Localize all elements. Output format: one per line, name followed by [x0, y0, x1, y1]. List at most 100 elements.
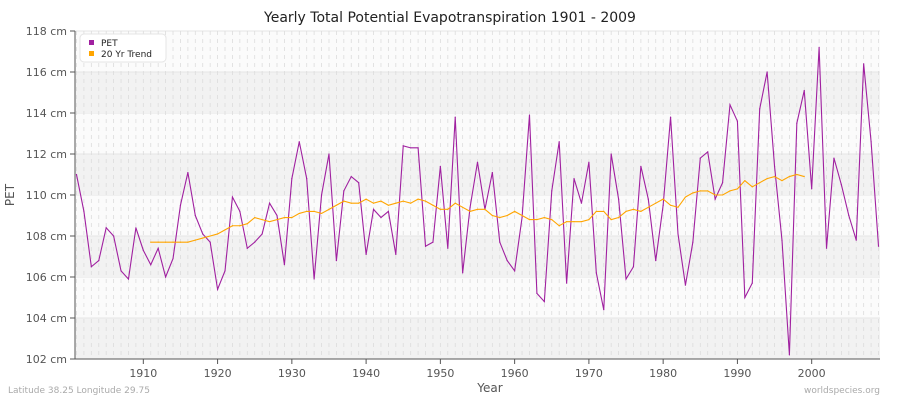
- y-tick-label: 112 cm: [26, 148, 67, 161]
- pet-point: [216, 288, 219, 290]
- trend-point: [684, 196, 687, 198]
- trend-point: [179, 241, 182, 243]
- pet-point: [98, 260, 100, 262]
- pet-point: [796, 122, 798, 124]
- trend-point: [469, 210, 471, 212]
- trend-point: [424, 200, 427, 202]
- pet-point: [528, 114, 531, 116]
- trend-point: [150, 241, 152, 243]
- trend-point: [194, 239, 196, 241]
- trend-point: [803, 175, 805, 178]
- legend-label-trend: 20 Yr Trend: [101, 50, 152, 60]
- trend-point: [536, 219, 538, 221]
- x-tick-label: 1920: [204, 367, 232, 380]
- pet-point: [454, 116, 456, 118]
- pet-point: [372, 208, 375, 210]
- pet-point: [833, 157, 835, 159]
- trend-point: [224, 229, 226, 231]
- trend-point: [402, 200, 404, 202]
- trend-point: [254, 216, 256, 219]
- pet-point: [298, 141, 300, 143]
- y-tick-label: 102 cm: [26, 353, 67, 366]
- trend-point: [796, 173, 798, 176]
- pet-point: [877, 245, 880, 247]
- trend-point: [543, 216, 545, 219]
- pet-point: [669, 116, 672, 118]
- pet-point: [179, 204, 182, 206]
- trend-point: [655, 202, 657, 204]
- trend-point: [773, 175, 776, 178]
- pet-point: [239, 210, 241, 212]
- trend-point: [692, 192, 694, 194]
- pet-point: [343, 190, 345, 192]
- trend-point: [617, 216, 620, 219]
- pet-point: [811, 188, 813, 190]
- pet-point: [617, 198, 620, 200]
- trend-point: [395, 202, 397, 204]
- trend-point: [447, 208, 449, 210]
- trend-point: [239, 225, 241, 227]
- x-axis-label: Year: [476, 381, 502, 395]
- trend-point: [632, 208, 635, 210]
- trend-point: [410, 202, 412, 204]
- trend-point: [387, 204, 389, 206]
- pet-point: [543, 301, 545, 303]
- pet-point: [707, 151, 709, 153]
- pet-point: [580, 202, 583, 204]
- pet-point: [395, 253, 397, 256]
- trend-point: [528, 219, 531, 221]
- trend-point: [647, 206, 649, 208]
- pet-point: [365, 253, 367, 256]
- pet-point: [387, 210, 389, 212]
- pet-point: [848, 214, 850, 217]
- pet-point: [83, 210, 85, 212]
- pet-point: [803, 89, 805, 92]
- pet-point: [721, 182, 724, 184]
- trend-point: [164, 241, 167, 243]
- pet-point: [773, 165, 776, 167]
- trend-point: [380, 200, 382, 202]
- pet-point: [469, 206, 471, 208]
- pet-point: [684, 284, 687, 286]
- pet-point: [432, 241, 434, 243]
- location-label: Latitude 38.25 Longitude 29.75: [8, 386, 150, 396]
- trend-point: [744, 180, 746, 182]
- trend-point: [514, 210, 516, 212]
- pet-point: [350, 175, 352, 178]
- trend-point: [662, 198, 664, 200]
- pet-point: [610, 153, 612, 155]
- trend-point: [476, 208, 479, 210]
- pet-point: [476, 161, 479, 163]
- legend: PET 20 Yr Trend: [79, 33, 167, 63]
- pet-point: [90, 266, 92, 268]
- trend-point: [588, 219, 590, 221]
- trend-point: [714, 194, 716, 196]
- x-tick-label: 1930: [278, 367, 306, 380]
- trend-point: [610, 219, 612, 221]
- trend-point: [209, 235, 211, 237]
- trend-point: [246, 223, 248, 225]
- trend-point: [707, 190, 709, 192]
- trend-point: [759, 182, 761, 184]
- trend-point: [276, 219, 278, 221]
- pet-point: [335, 260, 338, 262]
- trend-point: [573, 221, 575, 223]
- trend-point: [335, 204, 338, 206]
- pet-point: [246, 247, 248, 249]
- trend-point: [417, 198, 419, 200]
- pet-point: [625, 278, 627, 280]
- pet-point: [261, 233, 263, 235]
- trend-point: [320, 212, 323, 215]
- pet-point: [157, 247, 159, 249]
- pet-point: [818, 46, 820, 49]
- trend-point: [365, 198, 367, 200]
- pet-point: [105, 227, 107, 229]
- pet-point: [306, 178, 308, 180]
- trend-point: [439, 208, 441, 210]
- pet-point: [380, 216, 382, 219]
- pet-point: [640, 165, 642, 167]
- pet-point: [558, 141, 560, 143]
- x-tick-label: 1960: [501, 367, 529, 380]
- pet-point: [788, 354, 791, 356]
